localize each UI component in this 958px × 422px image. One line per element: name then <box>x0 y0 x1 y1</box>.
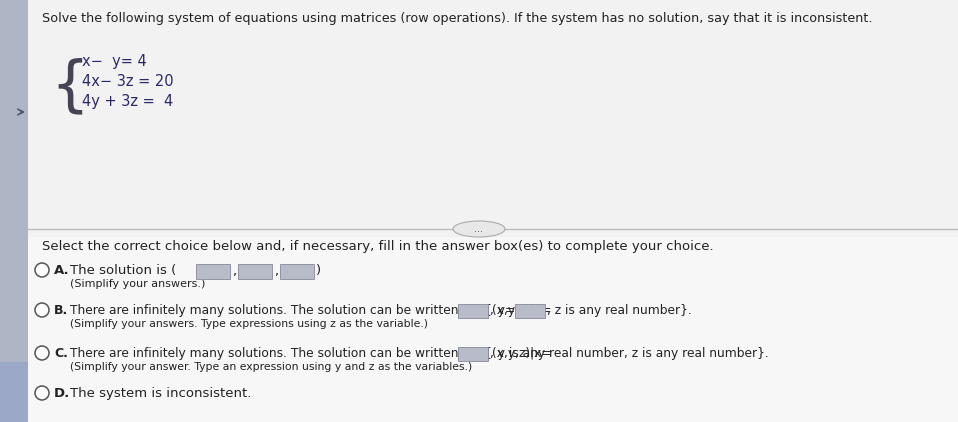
Text: ): ) <box>316 264 321 277</box>
Text: Solve the following system of equations using matrices (row operations). If the : Solve the following system of equations … <box>42 12 873 25</box>
Bar <box>196 263 230 279</box>
Text: ...: ... <box>474 224 484 234</box>
Text: , y=: , y= <box>490 304 515 317</box>
Text: , y is any real number, z is any real number}.: , y is any real number, z is any real nu… <box>490 347 768 360</box>
Bar <box>28 0 958 237</box>
Ellipse shape <box>453 221 505 237</box>
Text: There are infinitely many solutions. The solution can be written as  {(x,y,z)|x=: There are infinitely many solutions. The… <box>70 347 552 360</box>
Text: Select the correct choice below and, if necessary, fill in the answer box(es) to: Select the correct choice below and, if … <box>42 240 714 253</box>
Text: There are infinitely many solutions. The solution can be written as  {(x,y,z)|x=: There are infinitely many solutions. The… <box>70 304 552 317</box>
Text: B.: B. <box>54 304 68 317</box>
Circle shape <box>35 303 49 317</box>
Circle shape <box>35 386 49 400</box>
Bar <box>0 0 28 422</box>
Bar <box>0 362 28 422</box>
Text: x−  y= 4: x− y= 4 <box>82 54 147 69</box>
Text: (Simplify your answers. Type expressions using z as the variable.): (Simplify your answers. Type expressions… <box>70 319 428 329</box>
Text: , z is any real number}.: , z is any real number}. <box>547 304 692 317</box>
Bar <box>458 347 488 361</box>
Text: (Simplify your answers.): (Simplify your answers.) <box>70 279 205 289</box>
Text: D.: D. <box>54 387 70 400</box>
Circle shape <box>35 263 49 277</box>
Bar <box>458 304 488 318</box>
Text: A.: A. <box>54 264 70 277</box>
Bar <box>280 263 314 279</box>
Text: The system is inconsistent.: The system is inconsistent. <box>70 387 251 400</box>
Text: {: { <box>50 57 89 116</box>
Text: ,: , <box>232 265 236 278</box>
Bar <box>238 263 272 279</box>
Bar <box>515 304 545 318</box>
Text: 4y + 3z =  4: 4y + 3z = 4 <box>82 94 173 109</box>
Text: ,: , <box>274 265 278 278</box>
Text: The solution is (: The solution is ( <box>70 264 176 277</box>
Text: (Simplify your answer. Type an expression using y and z as the variables.): (Simplify your answer. Type an expressio… <box>70 362 472 372</box>
Text: C.: C. <box>54 347 68 360</box>
Circle shape <box>35 346 49 360</box>
Text: 4x− 3z = 20: 4x− 3z = 20 <box>82 74 173 89</box>
Bar <box>28 237 958 422</box>
